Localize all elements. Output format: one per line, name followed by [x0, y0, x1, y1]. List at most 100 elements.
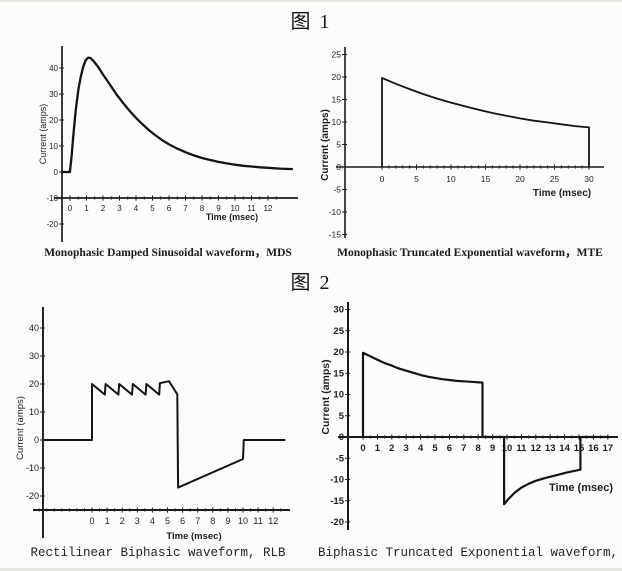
bte-x-axis-label: Time (msec) — [549, 482, 613, 494]
mds-x-tick-label: 8 — [200, 204, 205, 213]
figure-2-title: 图 2 — [290, 272, 332, 294]
rlb-x-tick-label: 9 — [225, 516, 230, 526]
mds-x-tick-label: 10 — [231, 204, 240, 213]
bte-y-tick-label: -20 — [330, 517, 344, 528]
chart-monophasic-damped-sinusoidal: 40 30 20 10 0 -10 -20 0 1 2 3 4 5 6 7 8 9 10 11 12 Time (mse… — [30, 42, 306, 246]
caption-bte: Biphasic Truncated Exponential waveform,… — [318, 546, 622, 560]
mds-x-tick-label: 7 — [183, 204, 188, 213]
bte-x-tick-label: 17 — [603, 443, 614, 454]
rlb-y-tick-label: 0 — [34, 435, 39, 445]
bte-y-tick-label: 30 — [333, 305, 344, 316]
bte-x-tick-label: 4 — [418, 443, 424, 454]
mds-x-tick-label: 12 — [264, 204, 273, 213]
bte-x-tick-label: 2 — [389, 443, 394, 454]
bte-x-tick-label: 11 — [516, 443, 527, 454]
caption-mds: Monophasic Damped Sinusoidal waveform，MD… — [44, 247, 292, 259]
bte-x-tick-label: 5 — [432, 443, 438, 454]
mds-x-tick-label: 1 — [84, 204, 89, 213]
mds-y-tick-label: 10 — [49, 142, 58, 151]
bte-x-tick-label: 3 — [404, 443, 409, 454]
rlb-x-tick-label: 2 — [120, 516, 125, 526]
mds-x-tick-label: 11 — [247, 204, 256, 213]
rlb-y-tick-label: 30 — [29, 351, 39, 361]
scan-edge-artifact-top — [0, 0, 622, 2]
mte-x-tick-label: 5 — [414, 174, 419, 184]
bte-x-tick-label: 16 — [588, 443, 599, 454]
bte-x-tick-label: 12 — [531, 443, 542, 454]
bte-x-tick-label: 9 — [490, 443, 495, 454]
chart-biphasic-truncated-exponential: 30 25 20 15 10 5 0 -5 -10 -15 -20 0 1 2 3 4 5 6 7 8 9 10 11 12 1… — [318, 300, 622, 544]
mte-y-tick-label: 0 — [336, 162, 341, 172]
mte-plot: 25 20 15 10 5 0 -5 -10 -15 0 5 10 15 20 25 30 Time (msec… — [320, 47, 604, 240]
mte-x-tick-label: 0 — [380, 174, 385, 184]
rlb-x-tick-label: 3 — [135, 516, 140, 526]
mds-x-tick-label: 4 — [134, 204, 139, 213]
rlb-y-tick-label: -10 — [26, 463, 39, 473]
rlb-y-tick-label: 40 — [29, 323, 39, 333]
figure-1-title: 图 1 — [290, 11, 332, 33]
bte-y-tick-label: -10 — [330, 475, 344, 486]
bte-y-tick-label: 20 — [333, 347, 344, 358]
bte-y-tick-label: 10 — [333, 390, 344, 401]
mte-x-tick-label: 15 — [481, 174, 491, 184]
bte-y-tick-label: 15 — [333, 368, 344, 379]
mds-x-tick-label: 5 — [150, 204, 155, 213]
mds-y-tick-label: -10 — [46, 194, 58, 203]
bte-y-tick-label: -5 — [336, 453, 345, 464]
mte-y-tick-label: -5 — [333, 185, 341, 195]
mte-x-axis-label: Time (msec) — [533, 188, 591, 199]
rlb-y-axis-label: Current (amps) — [15, 396, 26, 460]
mds-y-tick-label: 30 — [49, 90, 58, 99]
chart-rectilinear-biphasic: 40 30 20 10 0 -10 -20 0 1 2 3 4 5 6 7 8 9 10 11 12 Time (mse… — [10, 300, 305, 544]
rlb-x-tick-label: 11 — [253, 516, 262, 526]
mds-y-tick-label: 40 — [49, 64, 58, 73]
bte-x-tick-label: 0 — [360, 443, 365, 454]
mds-y-tick-label: -20 — [46, 220, 58, 229]
rlb-y-tick-label: -20 — [26, 491, 39, 501]
mte-y-tick-label: -10 — [329, 207, 342, 217]
chart-monophasic-truncated-exponential: 25 20 15 10 5 0 -5 -10 -15 0 5 10 15 20 25 30 Time (msec… — [318, 42, 622, 246]
bte-y-tick-label: 0 — [339, 432, 344, 443]
rlb-x-axis-label: Time (msec) — [166, 531, 221, 542]
mds-y-tick-label: 20 — [49, 116, 58, 125]
mds-y-axis-label: Current (amps) — [38, 104, 48, 165]
bte-x-tick-label: 1 — [375, 443, 381, 454]
rlb-x-tick-label: 0 — [89, 516, 94, 526]
mds-x-tick-label: 9 — [216, 204, 221, 213]
mte-y-axis-label: Current (amps) — [320, 109, 331, 181]
bte-y-tick-label: 5 — [339, 411, 345, 422]
mte-x-tick-label: 25 — [550, 174, 560, 184]
bte-x-tick-label: 14 — [559, 443, 570, 454]
rlb-x-tick-label: 12 — [268, 516, 278, 526]
scan-edge-artifact-bottom — [0, 568, 622, 571]
mds-x-tick-label: 6 — [167, 204, 172, 213]
bte-waveform — [361, 351, 610, 506]
mte-y-tick-label: 20 — [332, 72, 342, 82]
mds-y-tick-label: 0 — [54, 168, 59, 177]
mds-x-tick-label: 3 — [117, 204, 122, 213]
mds-x-tick-label: 2 — [101, 204, 106, 213]
rlb-y-tick-label: 10 — [29, 407, 39, 417]
bte-x-tick-label: 13 — [545, 443, 556, 454]
mte-x-tick-label: 10 — [446, 174, 456, 184]
bte-x-tick-label: 10 — [502, 443, 513, 454]
rlb-x-tick-label: 6 — [180, 516, 185, 526]
rlb-x-tick-label: 8 — [210, 516, 215, 526]
rlb-x-tick-label: 5 — [165, 516, 170, 526]
mds-waveform — [61, 56, 293, 174]
bte-x-tick-label: 6 — [447, 443, 452, 454]
mds-x-axis-label: Time (msec) — [206, 212, 258, 222]
rlb-x-tick-label: 4 — [150, 516, 155, 526]
mte-x-tick-label: 30 — [584, 174, 594, 184]
bte-y-tick-label: 25 — [333, 326, 344, 337]
caption-rlb: Rectilinear Biphasic waveform, RLB — [30, 546, 286, 560]
bte-x-tick-label: 8 — [476, 443, 481, 454]
bte-y-axis-label: Current (amps) — [320, 359, 332, 434]
mte-x-tick-label: 20 — [515, 174, 525, 184]
mds-x-tick-label: 0 — [68, 204, 73, 213]
rlb-waveform — [43, 380, 286, 489]
rlb-x-tick-label: 10 — [238, 516, 248, 526]
rlb-y-tick-label: 20 — [29, 379, 39, 389]
